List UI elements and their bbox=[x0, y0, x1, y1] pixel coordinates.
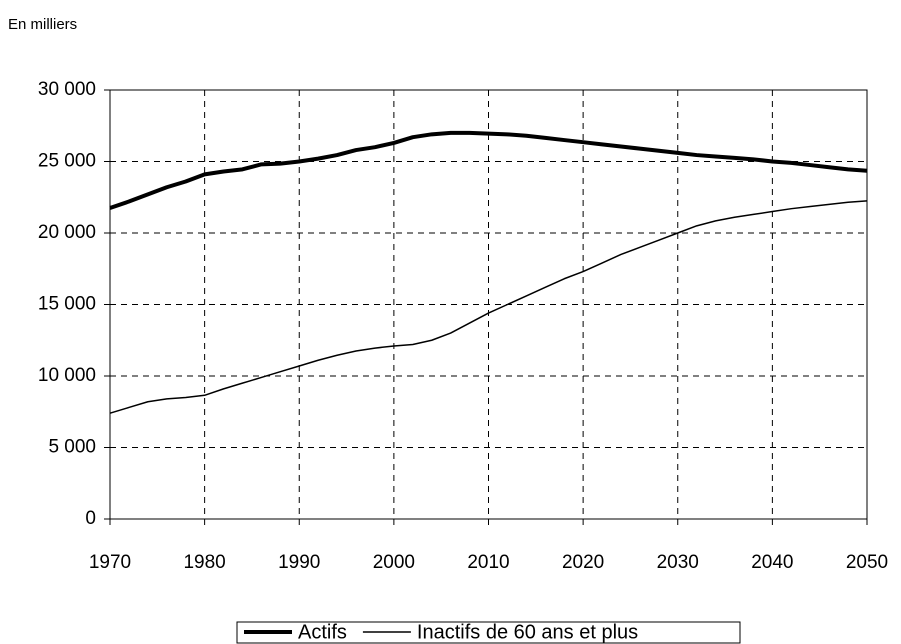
x-tick-label: 2040 bbox=[751, 552, 793, 573]
x-tick-label: 2020 bbox=[562, 552, 604, 573]
x-tick-label: 1970 bbox=[89, 552, 131, 573]
y-tick-label: 0 bbox=[85, 508, 96, 529]
x-tick-label: 2010 bbox=[467, 552, 509, 573]
legend: Actifs Inactifs de 60 ans et plus bbox=[236, 621, 741, 644]
y-tick-label: 10 000 bbox=[38, 365, 96, 386]
legend-box bbox=[236, 621, 741, 644]
y-tick-label: 30 000 bbox=[38, 79, 96, 100]
y-tick-label: 20 000 bbox=[38, 222, 96, 243]
data-line bbox=[109, 200, 868, 414]
y-tick-label: 5 000 bbox=[48, 437, 96, 458]
legend-label: Actifs bbox=[298, 621, 347, 643]
y-tick-label: 15 000 bbox=[38, 294, 96, 315]
data-line bbox=[109, 130, 868, 210]
x-tick-label: 1990 bbox=[278, 552, 320, 573]
legend-label: Inactifs de 60 ans et plus bbox=[417, 621, 638, 643]
x-tick-label: 2030 bbox=[657, 552, 699, 573]
x-tick-label: 1980 bbox=[183, 552, 225, 573]
y-tick-label: 25 000 bbox=[38, 151, 96, 172]
x-tick-label: 2000 bbox=[373, 552, 415, 573]
x-tick-label: 2050 bbox=[846, 552, 888, 573]
y-axis-label: En milliers bbox=[8, 16, 77, 33]
plot-area bbox=[109, 89, 868, 520]
